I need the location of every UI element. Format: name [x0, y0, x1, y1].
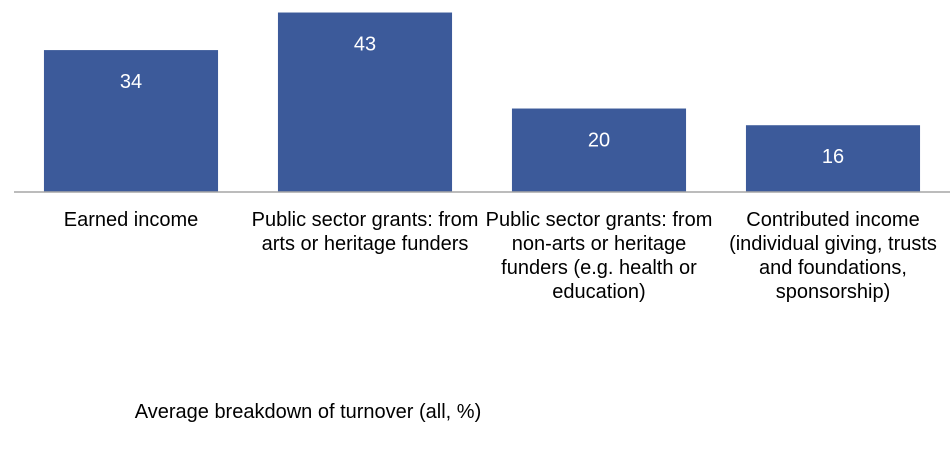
value-label: 16	[822, 146, 844, 168]
x-tick-label: Public sector grants: from arts or herit…	[251, 209, 479, 255]
bar	[277, 12, 453, 192]
x-tick-label-box: Public sector grants: from arts or herit…	[251, 209, 479, 255]
value-label: 20	[588, 130, 610, 152]
x-tick-label-box: Public sector grants: from non-arts or h…	[485, 209, 713, 303]
value-label: 34	[120, 71, 142, 93]
x-tick-label: Public sector grants: from non-arts or h…	[485, 209, 713, 303]
x-tick-label-box: Earned income	[63, 209, 199, 231]
bar	[43, 50, 219, 192]
value-label: 43	[354, 34, 376, 56]
bar	[745, 125, 921, 192]
bar	[511, 108, 687, 192]
x-tick-label: Earned income	[63, 209, 199, 231]
x-tick-label-box: Contributed income (individual giving, t…	[729, 209, 937, 303]
chart-title: Average breakdown of turnover (all, %)	[135, 401, 481, 423]
x-tick-label: Contributed income (individual giving, t…	[729, 209, 937, 303]
